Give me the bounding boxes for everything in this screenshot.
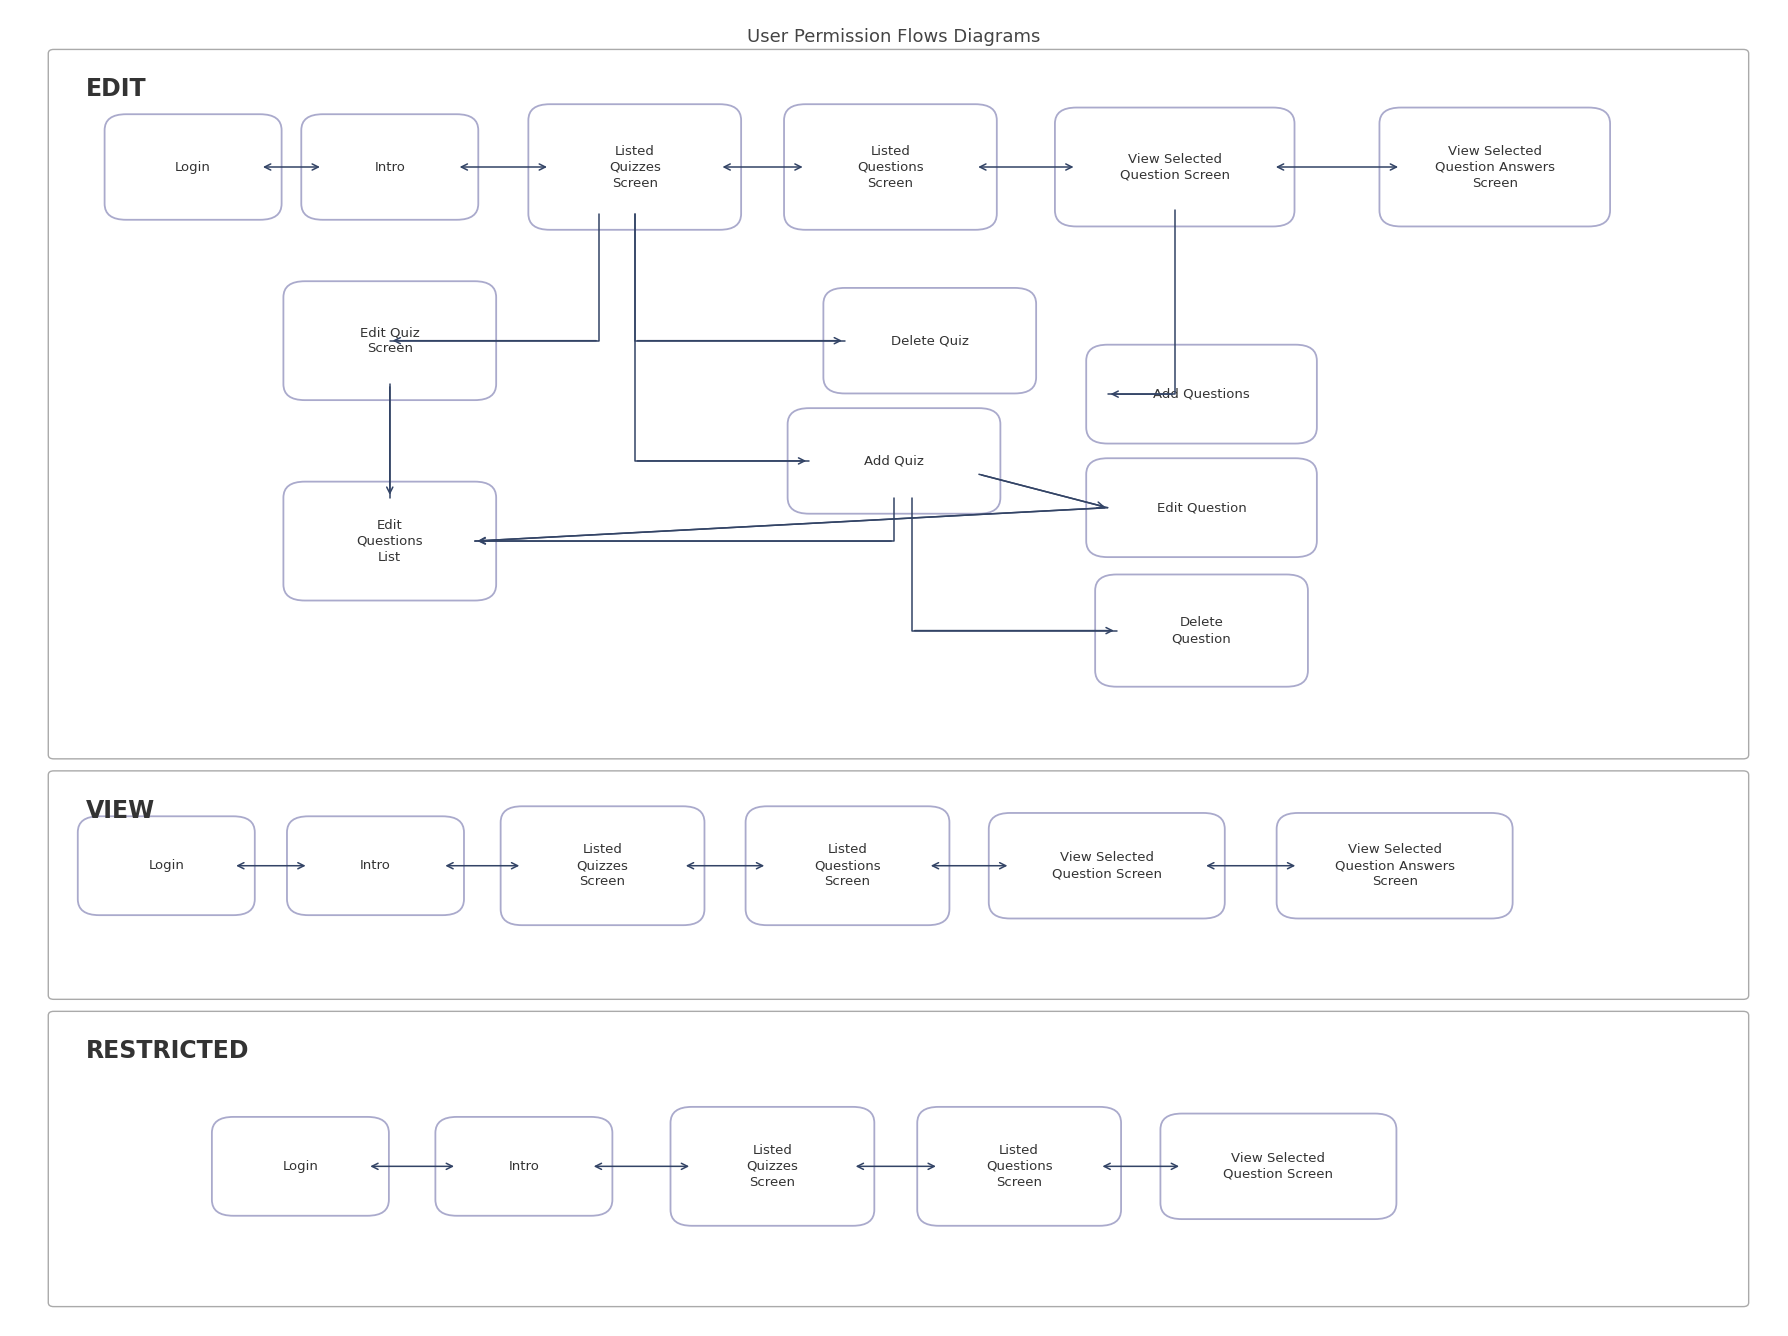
Text: Add Quiz: Add Quiz	[864, 454, 924, 468]
FancyBboxPatch shape	[48, 771, 1749, 999]
Text: Login: Login	[175, 160, 211, 174]
FancyBboxPatch shape	[1160, 1114, 1396, 1218]
Text: View Selected
Question Screen: View Selected Question Screen	[1051, 851, 1162, 880]
FancyBboxPatch shape	[213, 1117, 390, 1216]
Text: Delete Quiz: Delete Quiz	[890, 334, 969, 347]
Text: Intro: Intro	[374, 160, 406, 174]
Text: Intro: Intro	[508, 1160, 540, 1173]
Text: Listed
Questions
Screen: Listed Questions Screen	[856, 144, 924, 190]
Text: Listed
Quizzes
Screen: Listed Quizzes Screen	[608, 144, 662, 190]
Text: User Permission Flows Diagrams: User Permission Flows Diagrams	[747, 28, 1041, 47]
FancyBboxPatch shape	[1087, 458, 1316, 557]
Text: Listed
Quizzes
Screen: Listed Quizzes Screen	[746, 1144, 799, 1189]
FancyBboxPatch shape	[48, 1011, 1749, 1307]
FancyBboxPatch shape	[527, 104, 740, 230]
Text: Login: Login	[148, 859, 184, 872]
Text: View Selected
Question Answers
Screen: View Selected Question Answers Screen	[1434, 144, 1556, 190]
Text: VIEW: VIEW	[86, 799, 156, 823]
FancyBboxPatch shape	[79, 816, 256, 915]
FancyBboxPatch shape	[48, 49, 1749, 759]
FancyBboxPatch shape	[1094, 574, 1309, 687]
FancyBboxPatch shape	[787, 409, 1001, 514]
FancyBboxPatch shape	[1087, 345, 1316, 444]
FancyBboxPatch shape	[783, 104, 998, 230]
Text: Listed
Quizzes
Screen: Listed Quizzes Screen	[576, 843, 629, 888]
Text: Edit Quiz
Screen: Edit Quiz Screen	[359, 326, 420, 355]
Text: Listed
Questions
Screen: Listed Questions Screen	[814, 843, 881, 888]
Text: View Selected
Question Screen: View Selected Question Screen	[1223, 1152, 1334, 1181]
Text: Add Questions: Add Questions	[1153, 387, 1250, 401]
Text: EDIT: EDIT	[86, 77, 147, 102]
FancyBboxPatch shape	[670, 1106, 874, 1226]
FancyBboxPatch shape	[917, 1106, 1121, 1226]
FancyBboxPatch shape	[283, 482, 495, 601]
FancyBboxPatch shape	[989, 812, 1225, 919]
FancyBboxPatch shape	[501, 807, 704, 925]
Text: Listed
Questions
Screen: Listed Questions Screen	[985, 1144, 1053, 1189]
FancyBboxPatch shape	[822, 289, 1037, 394]
FancyBboxPatch shape	[746, 807, 949, 925]
Text: View Selected
Question Screen: View Selected Question Screen	[1119, 152, 1230, 182]
Text: RESTRICTED: RESTRICTED	[86, 1039, 249, 1063]
Text: Edit
Questions
List: Edit Questions List	[356, 518, 424, 564]
FancyBboxPatch shape	[283, 282, 495, 401]
Text: View Selected
Question Answers
Screen: View Selected Question Answers Screen	[1334, 843, 1455, 888]
Text: Login: Login	[283, 1160, 318, 1173]
FancyBboxPatch shape	[104, 115, 283, 220]
Text: Intro: Intro	[359, 859, 392, 872]
FancyBboxPatch shape	[286, 816, 463, 915]
FancyBboxPatch shape	[1277, 812, 1513, 919]
FancyBboxPatch shape	[436, 1117, 611, 1216]
FancyBboxPatch shape	[300, 115, 477, 220]
Text: Edit Question: Edit Question	[1157, 501, 1246, 514]
FancyBboxPatch shape	[1380, 108, 1609, 227]
Text: Delete
Question: Delete Question	[1171, 616, 1232, 645]
FancyBboxPatch shape	[1055, 108, 1295, 227]
